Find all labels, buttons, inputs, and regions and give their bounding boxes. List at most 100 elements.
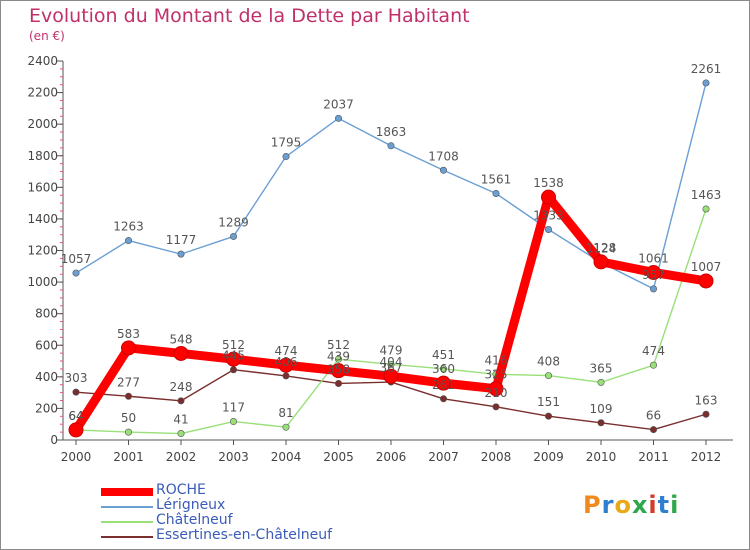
data-label-essertines-en-chatelneuf: 303 <box>65 371 88 385</box>
data-point-lerigneux <box>387 142 395 150</box>
data-label-essertines-en-chatelneuf: 66 <box>646 409 661 423</box>
data-label-lerigneux: 1333 <box>533 208 564 222</box>
data-label-roche: 1538 <box>533 176 564 190</box>
data-label-chatelneuf: 50 <box>121 411 136 425</box>
proxiti-logo: Proxiti <box>583 491 679 519</box>
data-label-chatelneuf: 408 <box>537 355 560 369</box>
x-tick-label: 2000 <box>61 450 92 464</box>
data-point-roche <box>121 340 136 356</box>
data-point-chatelneuf <box>282 423 290 431</box>
data-point-essertines-en-chatelneuf <box>649 426 657 434</box>
x-tick-label: 2003 <box>218 450 249 464</box>
data-point-essertines-en-chatelneuf <box>439 395 447 403</box>
data-point-essertines-en-chatelneuf <box>282 372 290 380</box>
data-label-essertines-en-chatelneuf: 445 <box>222 349 245 363</box>
axes: 0 200 400 600 800 1000 1200 1400 1600 1800 2000 220… <box>27 54 733 464</box>
x-tick-label: 2001 <box>113 450 144 464</box>
x-tick-label: 2008 <box>481 450 512 464</box>
data-label-essertines-en-chatelneuf: 406 <box>275 355 298 369</box>
x-tick-label: 2011 <box>638 450 669 464</box>
data-point-chatelneuf <box>702 205 710 213</box>
data-point-chatelneuf <box>177 430 185 438</box>
data-point-roche <box>436 375 451 391</box>
data-label-lerigneux: 1124 <box>586 242 617 256</box>
data-label-chatelneuf: 41 <box>173 413 188 427</box>
data-label-essertines-en-chatelneuf: 109 <box>590 402 613 416</box>
data-label-essertines-en-chatelneuf: 358 <box>327 362 350 376</box>
x-tick-label: 2009 <box>533 450 564 464</box>
data-label-lerigneux: 1057 <box>61 252 92 266</box>
x-tick-label: 2004 <box>271 450 302 464</box>
x-tick-label: 2006 <box>376 450 407 464</box>
data-label-essertines-en-chatelneuf: 163 <box>695 393 718 407</box>
data-point-lerigneux <box>544 225 552 233</box>
data-point-essertines-en-chatelneuf <box>230 366 238 374</box>
data-point-essertines-en-chatelneuf <box>177 397 185 405</box>
data-point-lerigneux <box>72 269 80 277</box>
y-tick-label: 1400 <box>27 212 58 226</box>
y-tick-label: 200 <box>35 401 58 415</box>
data-label-lerigneux: 1561 <box>481 172 512 186</box>
data-point-lerigneux <box>282 153 290 161</box>
data-label-chatelneuf: 64 <box>68 409 83 423</box>
y-tick-label: 600 <box>35 338 58 352</box>
y-tick-label: 1200 <box>27 244 58 258</box>
data-point-lerigneux <box>230 232 238 240</box>
legend-swatch-chatelneuf <box>101 521 153 523</box>
data-point-essertines-en-chatelneuf <box>334 379 342 387</box>
chart-unit: (en €) <box>29 29 65 43</box>
data-point-roche <box>68 422 84 438</box>
x-tick-label: 2005 <box>323 450 354 464</box>
data-point-lerigneux <box>125 237 133 245</box>
legend-swatch-essertines <box>101 536 153 538</box>
data-point-lerigneux <box>492 189 500 197</box>
data-label-chatelneuf: 81 <box>278 406 293 420</box>
data-label-roche: 474 <box>275 344 298 358</box>
x-tick-label: 2002 <box>166 450 197 464</box>
logo-letter: P <box>583 491 602 519</box>
data-label-essertines-en-chatelneuf: 367 <box>380 361 403 375</box>
data-point-roche <box>488 381 504 397</box>
data-point-essertines-en-chatelneuf <box>72 388 80 396</box>
y-tick-label: 1600 <box>27 180 58 194</box>
data-point-roche <box>698 273 714 289</box>
data-label-roche: 1061 <box>638 251 669 265</box>
data-point-roche <box>331 363 346 379</box>
data-point-essertines-en-chatelneuf <box>492 403 500 411</box>
logo-letter: i <box>648 491 658 519</box>
legend-label-essertines: Essertines-en-Châtelneuf <box>156 527 333 543</box>
data-point-lerigneux <box>702 79 710 87</box>
data-point-chatelneuf <box>230 418 238 426</box>
legend-label-roche: ROCHE <box>156 482 206 498</box>
data-point-lerigneux <box>439 166 447 174</box>
data-point-chatelneuf <box>334 355 342 363</box>
data-label-roche: 548 <box>170 332 193 346</box>
data-point-roche <box>593 254 609 270</box>
data-point-chatelneuf <box>544 372 552 380</box>
data-label-essertines-en-chatelneuf: 277 <box>117 375 140 389</box>
data-point-chatelneuf <box>439 365 447 373</box>
series-layer <box>68 79 714 438</box>
data-label-essertines-en-chatelneuf: 261 <box>432 378 455 392</box>
data-label-roche: 583 <box>117 327 140 341</box>
y-tick-label: 1800 <box>27 149 58 163</box>
data-label-roche: 512 <box>222 338 245 352</box>
data-point-roche <box>541 189 556 205</box>
data-label-chatelneuf: 512 <box>327 338 350 352</box>
data-label-chatelneuf: 1463 <box>691 188 722 202</box>
data-point-essertines-en-chatelneuf <box>125 392 133 400</box>
legend-label-chatelneuf: Châtelneuf <box>156 512 233 528</box>
data-point-lerigneux <box>177 250 185 258</box>
y-tick-label: 0 <box>50 433 58 447</box>
data-label-lerigneux: 2037 <box>323 97 354 111</box>
data-point-chatelneuf <box>597 378 605 386</box>
data-label-layer: 64 583 548 512 474 439 404 360 325 1538 1128 1061 10… <box>61 62 722 427</box>
data-label-chatelneuf: 117 <box>222 401 245 415</box>
data-label-lerigneux: 1863 <box>376 125 407 139</box>
data-label-lerigneux: 1289 <box>218 215 249 229</box>
data-label-chatelneuf: 416 <box>485 353 508 367</box>
logo-letter: i <box>670 491 680 519</box>
data-label-lerigneux: 2261 <box>691 62 722 76</box>
data-label-chatelneuf: 479 <box>380 343 403 357</box>
